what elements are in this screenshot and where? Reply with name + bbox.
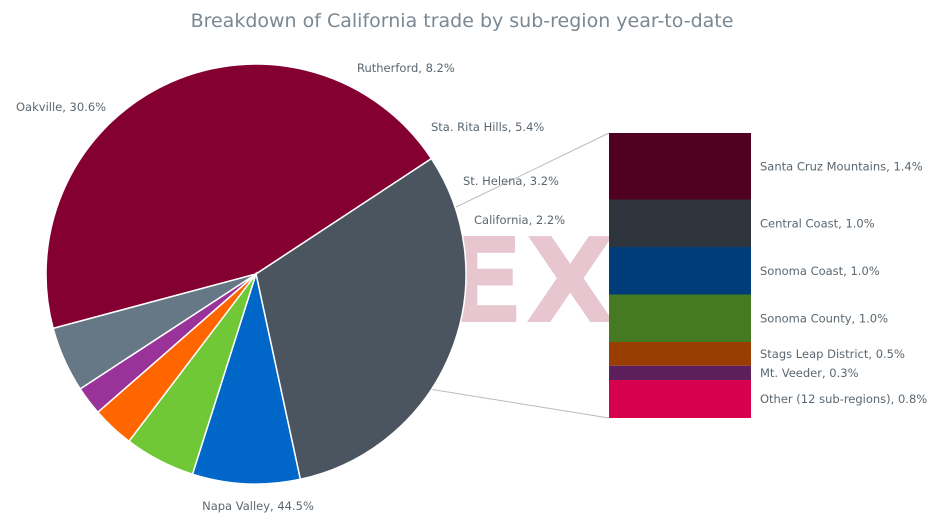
segment-other-12-sub-regions [609,380,751,418]
slice-oakville [255,157,467,481]
label-sonoma-coast: Sonoma Coast, 1.0% [760,264,880,278]
label-santa-cruz-mountains: Santa Cruz Mountains, 1.4% [760,159,923,173]
label-sta-rita-hills: Sta. Rita Hills, 5.4% [431,120,544,134]
label-mt-veeder: Mt. Veeder, 0.3% [760,366,859,380]
segment-mt-veeder [609,365,751,380]
slice-rutherford [191,271,302,485]
label-napa-valley: Napa Valley, 44.5% [202,499,314,513]
watermark-logo: EX [444,212,616,350]
breakdown-labels: Santa Cruz Mountains, 1.4% Central Coast,… [760,159,927,406]
chart-title: Breakdown of California trade by sub-reg… [191,10,734,32]
slice-breakdown [52,273,257,390]
label-st-helena: St. Helena, 3.2% [463,174,559,188]
pie-slices [45,63,467,485]
slice-labels: Napa Valley, 44.5% Oakville, 30.6% Rutherf… [16,61,565,513]
segment-stags-leap-district [609,342,751,366]
label-oakville: Oakville, 30.6% [16,100,106,114]
segment-central-coast [609,199,751,247]
label-other-12-sub-regions: Other (12 sub-regions), 0.8% [760,392,927,406]
segment-sonoma-coast [609,247,751,295]
slice-napa-valley [45,63,433,330]
breakdown-bar [609,133,751,418]
label-central-coast: Central Coast, 1.0% [760,216,875,230]
segment-santa-cruz-mountains [609,133,751,200]
label-california: California, 2.2% [474,213,565,227]
label-sonoma-county: Sonoma County, 1.0% [760,311,888,325]
segment-sonoma-county [609,294,751,342]
label-stags-leap-district: Stags Leap District, 0.5% [760,347,905,361]
label-rutherford: Rutherford, 8.2% [357,61,455,75]
